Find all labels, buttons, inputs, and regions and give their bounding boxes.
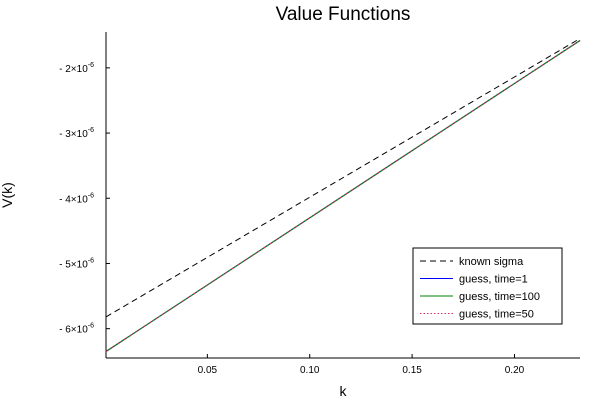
legend-label-1: known sigma <box>459 256 524 268</box>
y-tick-label: - 4×10-6 <box>59 192 94 205</box>
legend-label-4: guess, time=50 <box>459 309 534 321</box>
legend: known sigma guess, time=1 guess, time=100 g… <box>412 247 563 325</box>
y-tick-label: - 6×10-6 <box>59 323 94 336</box>
legend-label-3: guess, time=100 <box>459 291 540 303</box>
series-line-3 <box>105 40 581 352</box>
x-axis-label: k <box>340 383 348 399</box>
x-tick-label: 0.20 <box>505 365 525 376</box>
legend-label-2: guess, time=1 <box>459 274 528 286</box>
y-tick-label: - 2×10-6 <box>59 62 94 75</box>
x-tick-label: 0.15 <box>402 365 422 376</box>
x-tick-label: 0.10 <box>300 365 320 376</box>
chart-title: Value Functions <box>276 4 411 25</box>
plot-area: 0.05 0.10 0.15 0.20 - 2×10-6 - 3×10-6 - 4×10-6… <box>59 32 581 376</box>
y-axis-label: V(k) <box>0 182 15 208</box>
series-line-1 <box>105 38 581 318</box>
legend-box <box>412 247 563 325</box>
y-tick-label: - 5×10-6 <box>59 257 94 270</box>
y-tick-label: - 3×10-6 <box>59 127 94 140</box>
x-tick-label: 0.05 <box>198 365 218 376</box>
